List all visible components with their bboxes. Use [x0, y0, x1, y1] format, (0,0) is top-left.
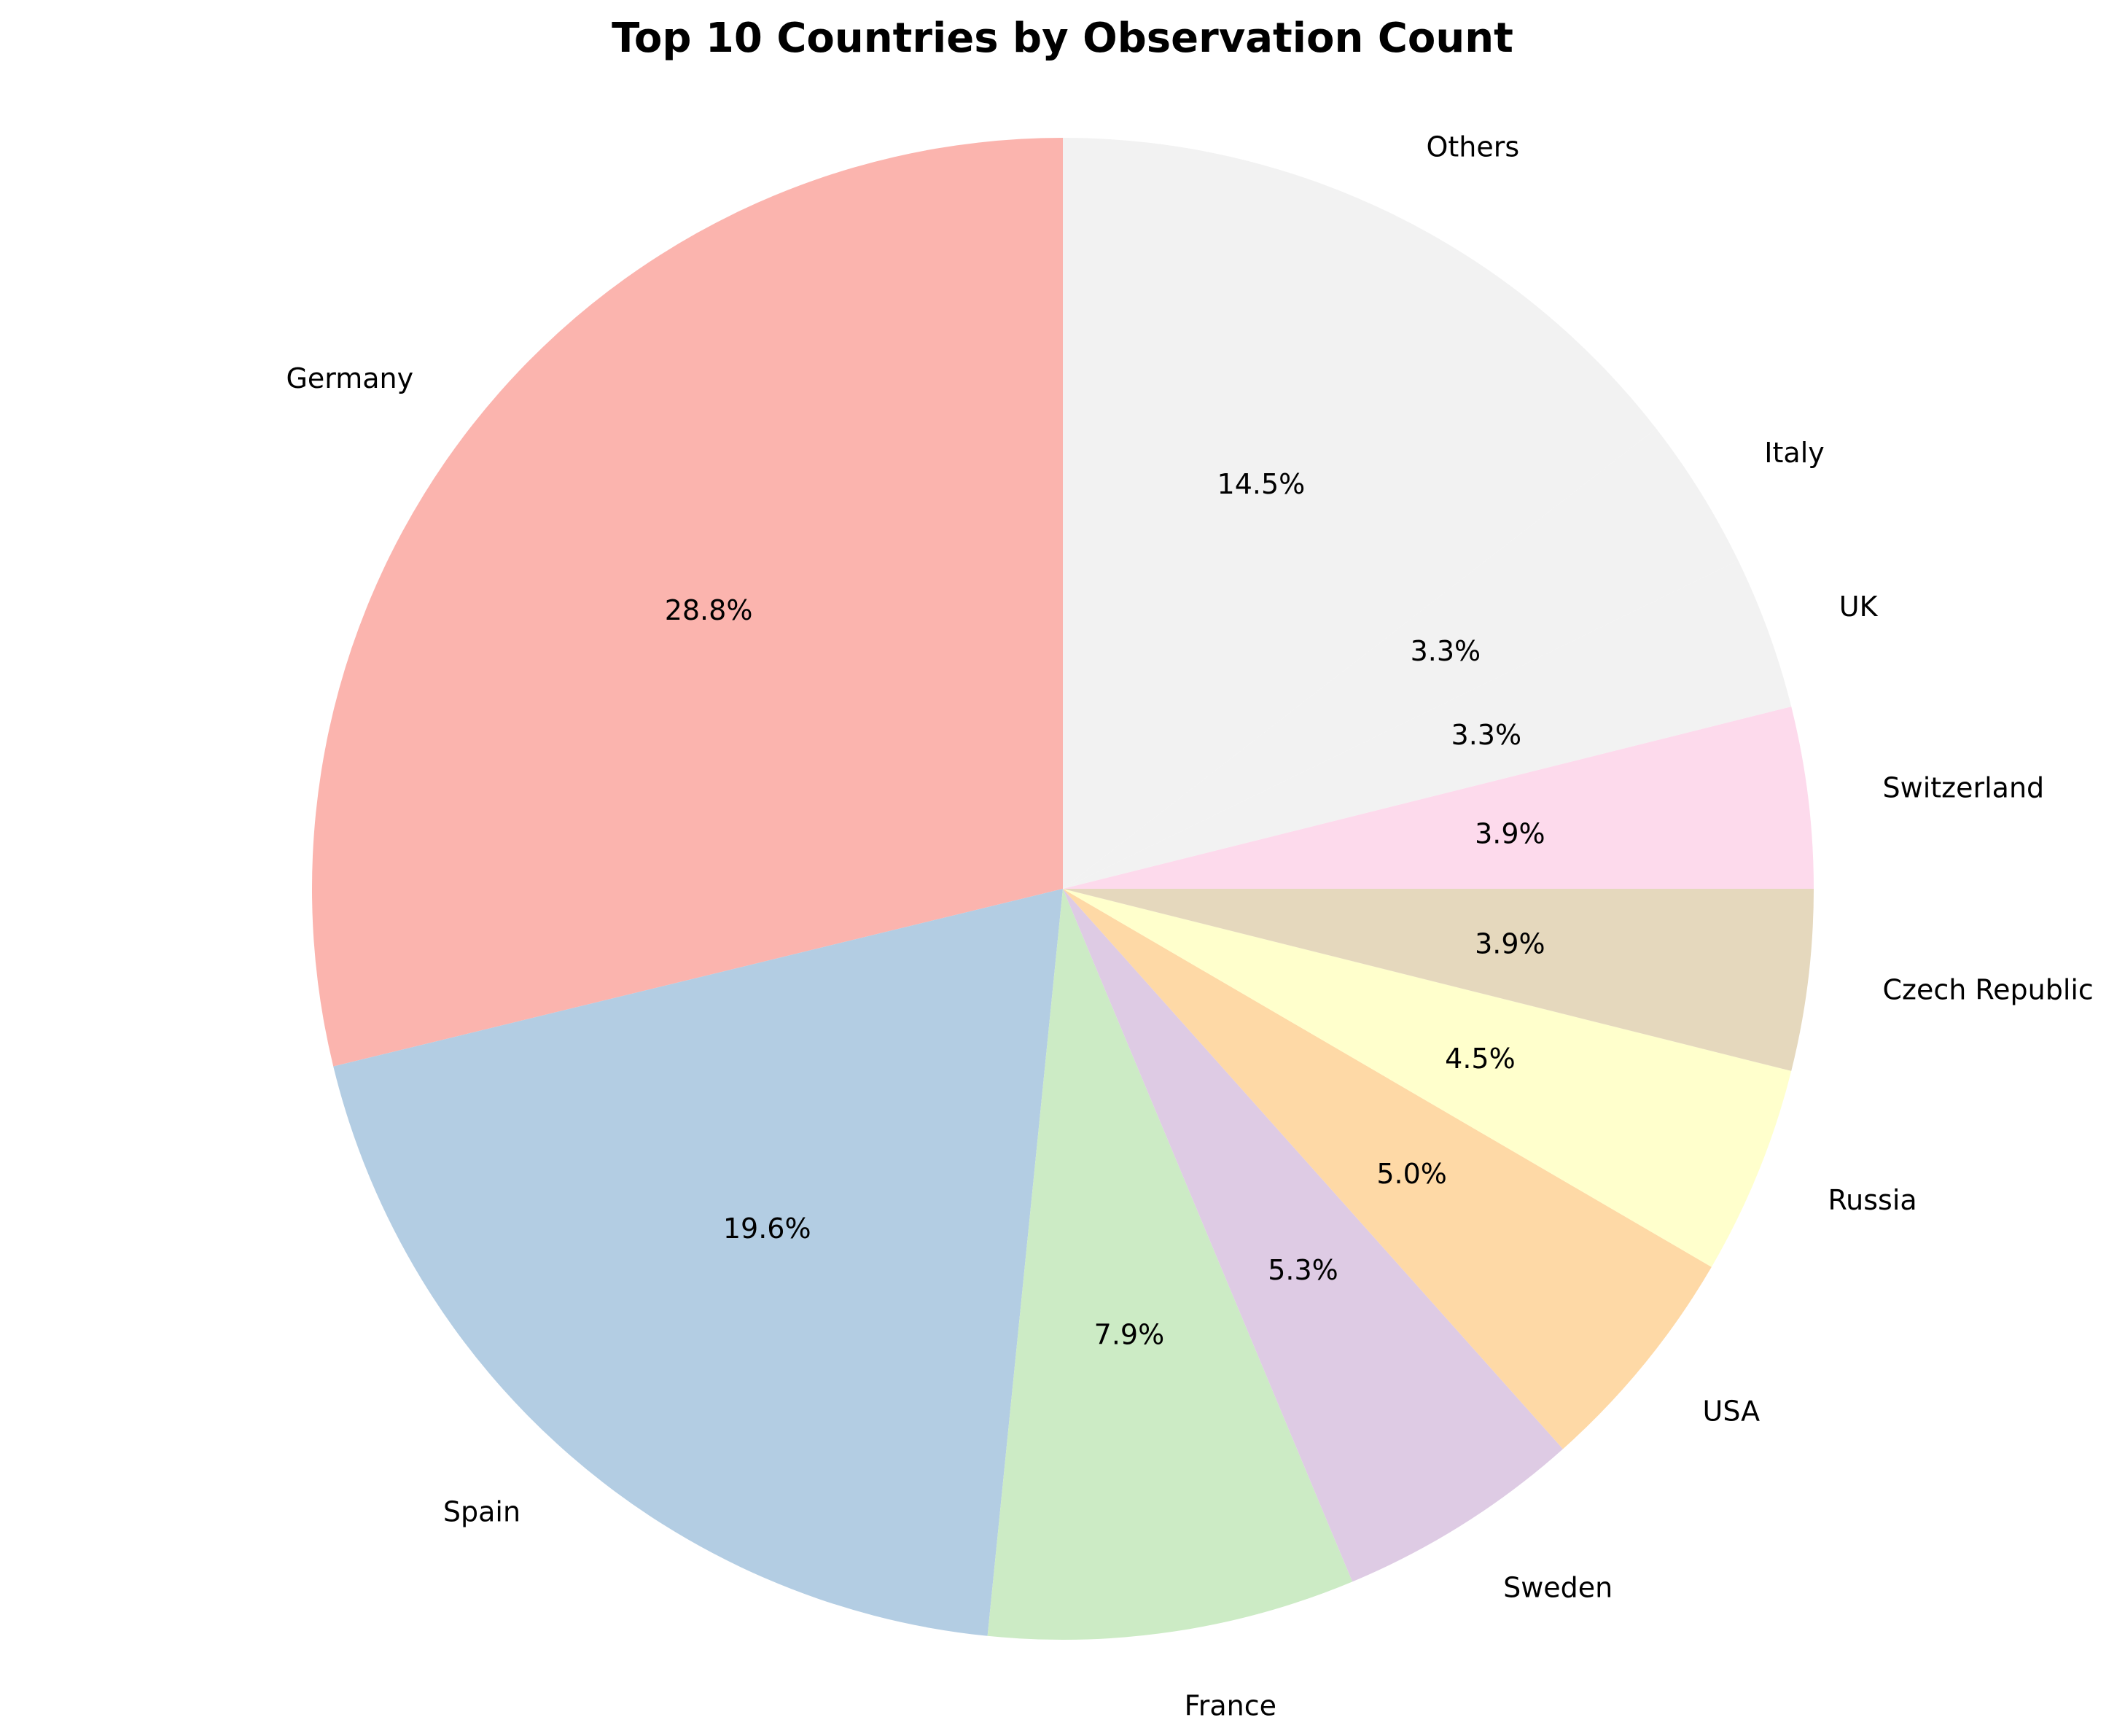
slice-label-others: Others — [1426, 131, 1519, 163]
slice-label-italy: Italy — [1764, 437, 1824, 469]
slice-label-sweden: Sweden — [1503, 1572, 1613, 1604]
pct-label-switzerland: 3.9% — [1475, 817, 1545, 849]
slice-label-usa: USA — [1703, 1396, 1761, 1428]
pie-slice-sweden — [1063, 889, 1563, 1582]
pct-label-others: 14.5% — [1217, 468, 1306, 500]
slice-label-spain: Spain — [443, 1496, 520, 1528]
pct-label-czech-republic: 3.9% — [1475, 928, 1545, 960]
pct-label-sweden: 5.3% — [1268, 1254, 1338, 1286]
pct-label-italy: 3.3% — [1411, 635, 1481, 667]
slice-label-czech-republic: Czech Republic — [1883, 973, 2094, 1005]
pct-label-usa: 5.0% — [1376, 1158, 1447, 1190]
pie-slice-switzerland — [1063, 707, 1814, 889]
pie-slice-russia — [1063, 889, 1792, 1267]
pie-slice-spain — [333, 889, 1063, 1636]
slice-label-germany: Germany — [286, 362, 413, 394]
pie-slice-france — [987, 889, 1353, 1640]
pct-label-france: 7.9% — [1094, 1318, 1165, 1350]
pie-slice-germany — [311, 138, 1063, 1067]
slice-label-uk: UK — [1839, 591, 1879, 623]
pie-slice-usa — [1063, 889, 1712, 1449]
pie-slice-italy — [1063, 428, 1739, 889]
pct-label-russia: 4.5% — [1445, 1043, 1516, 1075]
slice-label-russia: Russia — [1828, 1184, 1917, 1216]
pct-label-uk: 3.3% — [1451, 719, 1522, 751]
pct-label-germany: 28.8% — [665, 594, 753, 626]
slice-label-france: France — [1185, 1690, 1276, 1722]
pct-label-spain: 19.6% — [723, 1213, 811, 1245]
chart-title: Top 10 Countries by Observation Count — [612, 15, 1513, 62]
pie-slice-czech-republic — [1063, 889, 1814, 1071]
slice-label-switzerland: Switzerland — [1883, 772, 2045, 804]
pie-slice-others — [1063, 138, 1656, 889]
pie-slice-uk — [1063, 560, 1792, 889]
